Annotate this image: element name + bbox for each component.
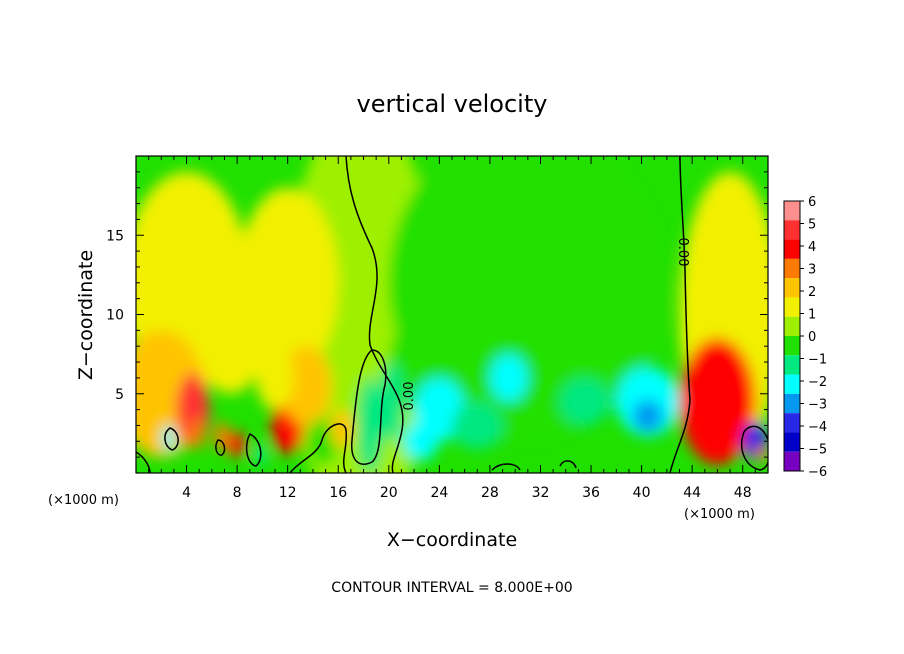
y-axis-ticks: 5 10 15 [106,171,768,458]
field-blob-28 [641,410,657,425]
field-blob-24 [452,401,503,450]
x-tick-label: 12 [279,485,297,501]
field-blob-30 [694,404,731,462]
x-axis-label: X−coordinate [387,529,517,551]
colorbar-label: 2 [808,285,816,300]
field-blob-16 [256,346,294,410]
colorbar-label: 1 [808,308,816,323]
colorbar-swatch [784,432,800,452]
contour-label-mid: 0.00 [402,382,417,411]
zero-contours [136,156,768,473]
x-tick-label: 4 [182,485,191,501]
field-blob-32 [755,446,768,462]
field-blob-19 [357,377,383,473]
contour-label-right: 0.00 [675,238,690,267]
contour-loop-left-updraft [351,349,387,465]
field-blob-22 [402,422,439,461]
colorbar-label: 3 [808,263,816,278]
x-axis-ticks: 4 8 12 16 20 24 28 32 36 40 44 48 [148,156,756,501]
contour-label-right-text: 0.00 [675,238,690,267]
colorbar-swatch [784,278,800,298]
contour-interval-text: CONTOUR INTERVAL = 8.000E+00 [331,580,572,596]
x-tick-label: 32 [532,485,550,501]
chart-title: vertical velocity [357,90,548,118]
field-blob-12 [228,431,246,458]
contour-loop-small-1 [215,439,226,456]
colorbar-swatch [784,201,800,221]
y-tick-label: 5 [115,387,124,403]
x-unit-label: (×1000 m) [48,493,119,508]
x-tick-label: 24 [430,485,448,501]
field-blob-17 [307,417,339,466]
contour-loop-small-3 [559,460,577,469]
field-blob-25 [559,377,610,426]
colorbar-label: 4 [808,240,816,255]
contour-loop-left-downdraft [164,427,179,451]
colorbar-label: 5 [808,218,816,233]
y-tick-label: 10 [106,308,124,324]
field-blob-13 [252,442,268,466]
field-blob-23 [489,354,528,402]
colorbar-label: −5 [808,443,827,458]
colorbar-swatch [784,239,800,259]
contour-line-left-edge [136,451,151,473]
x-tick-label: 8 [233,485,242,501]
x-tick-label: 36 [582,485,600,501]
x-tick-label: 20 [380,485,398,501]
y-axis-label: Z−coordinate [75,250,97,380]
contour-line-mid [345,156,404,473]
colorbar-swatch [784,451,800,471]
x-tick-label: 16 [329,485,347,501]
x-tick-label: 48 [734,485,752,501]
colorbar-swatch [784,374,800,394]
field-blob-11 [214,422,230,451]
x-tick-label: 44 [683,485,701,501]
contour-loop-small-4 [491,463,521,471]
contour-labels: 0.00 0.00 [402,238,690,411]
colorbar-swatch [784,316,800,336]
colorbar-swatch [784,258,800,279]
colorbar-label: −3 [808,398,827,413]
colorbar-swatch [784,393,800,414]
field-blob-5 [237,187,339,378]
contour-loop-right-updraft [740,425,768,471]
colorbar-label: 0 [808,330,816,345]
z-unit-label: (×1000 m) [684,507,755,522]
colorbar-label: −1 [808,353,827,368]
colorbar-label: −4 [808,420,827,435]
colorbar: 6 5 4 3 2 1 0 −1 −2 −3 −4 −5 −6 [783,195,827,480]
colorbar-label: −6 [808,465,827,480]
velocity-field: 0.00 0.00 [136,156,768,473]
field-blob-15 [281,346,332,426]
field-blob-8 [189,417,205,450]
colorbar-swatch [784,297,800,317]
colorbar-swatch [784,336,800,356]
colorbar-label: 6 [808,195,816,210]
contour-label-mid-text: 0.00 [402,382,417,411]
contour-line-bottom [289,423,348,473]
x-tick-label: 40 [633,485,651,501]
x-tick-label: 28 [481,485,499,501]
contour-line-right [669,156,691,473]
y-tick-label: 15 [106,228,124,244]
colorbar-label: −2 [808,375,827,390]
colorbar-swatch [784,413,800,433]
field-blob-10 [199,298,263,394]
field-blob-18 [330,409,354,448]
colorbar-swatch [784,355,800,375]
colorbar-swatch [784,220,800,240]
contour-loop-small-2 [245,433,262,467]
